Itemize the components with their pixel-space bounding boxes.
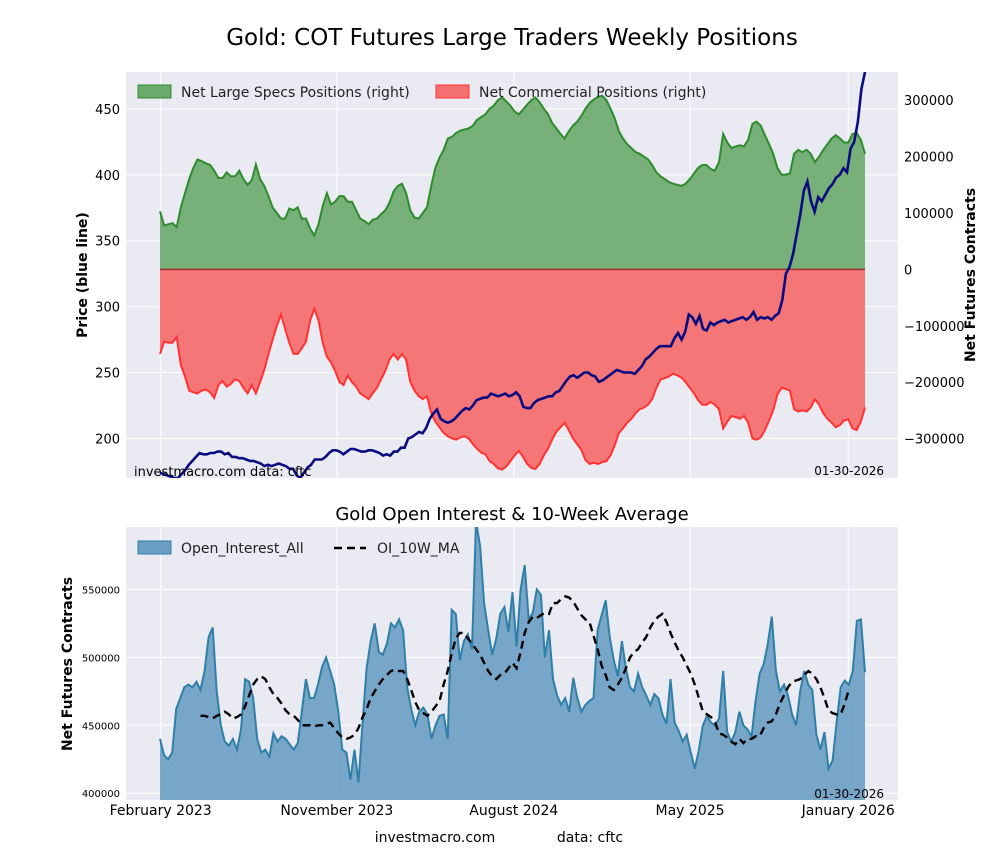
date-tick-label: August 2024 [469,803,558,819]
net-contracts-axis-label: Net Futures Contracts [963,188,979,362]
net-contracts-tick-label: 0 [904,263,912,278]
date-axis: February 2023 November 2023 August 2024 May… [110,803,895,819]
date-tick-label: February 2023 [110,803,212,819]
price-axis: 200 250 300 350 400 450 [95,103,120,448]
figure-title: Gold: COT Futures Large Traders Weekly P… [226,25,798,51]
open-interest-legend: Open_Interest_All OI_10W_MA [137,540,460,557]
price-tick-label: 350 [95,235,120,250]
footer-site: investmacro.com [375,830,495,846]
moving-average-line [200,594,850,746]
positions-date-label: 01-30-2026 [814,464,884,478]
legend-label-moving-average: OI_10W_MA [377,541,460,557]
open-interest-tick-label: 550000 [82,585,120,596]
net-contracts-tick-label: 300000 [904,94,954,109]
price-axis-label: Price (blue line) [75,212,91,338]
net-contracts-tick-label: 100000 [904,207,954,222]
specs-area [160,95,865,270]
date-tick-label: May 2025 [656,803,725,819]
net-contracts-tick-label: −200000 [904,376,965,391]
footer-data-source: data: cftc [557,830,623,846]
legend-label-specs: Net Large Specs Positions (right) [181,85,410,101]
price-tick-label: 300 [95,301,120,316]
net-contracts-tick-label: −300000 [904,433,965,448]
open-interest-tick-label: 400000 [82,789,120,800]
specs-line [159,94,866,238]
open-interest-date-label: 01-30-2026 [814,787,884,801]
price-tick-label: 400 [95,169,120,184]
open-interest-axis-label: Net Futures Contracts [60,577,76,751]
legend-swatch-specs [137,84,172,99]
net-contracts-axis: −300000 −200000 −100000 0 100000 200000 300000 [904,94,965,447]
commercials-line [159,305,866,471]
positions-panel: 200 250 300 350 400 450 −300000 −200000 −100000… [75,72,979,480]
open-interest-axis: 400000 450000 500000 550000 [82,585,120,800]
legend-label-commercials: Net Commercial Positions (right) [479,85,706,101]
net-contracts-tick-label: 200000 [904,151,954,166]
open-interest-tick-label: 500000 [82,653,120,664]
open-interest-panel: Gold Open Interest & 10-Week Average 400… [60,504,898,819]
net-contracts-tick-label: −100000 [904,320,965,335]
date-tick-label: January 2026 [801,803,895,819]
positions-legend: Net Large Specs Positions (right) Net Co… [137,84,706,101]
open-interest-series [159,527,866,800]
date-tick-label: November 2023 [280,803,393,819]
legend-label-open-interest: Open_Interest_All [181,541,304,557]
open-interest-line [159,527,866,783]
price-series [159,72,867,478]
open-interest-tick-label: 450000 [82,721,120,732]
price-line [159,72,867,478]
price-tick-label: 200 [95,432,120,447]
legend-swatch-open-interest [137,540,172,555]
positions-watermark: investmacro.com data: cftc [134,465,312,480]
price-tick-label: 450 [95,103,120,118]
open-interest-title: Gold Open Interest & 10-Week Average [335,504,688,525]
legend-swatch-commercials [435,84,470,99]
price-tick-label: 250 [95,367,120,382]
